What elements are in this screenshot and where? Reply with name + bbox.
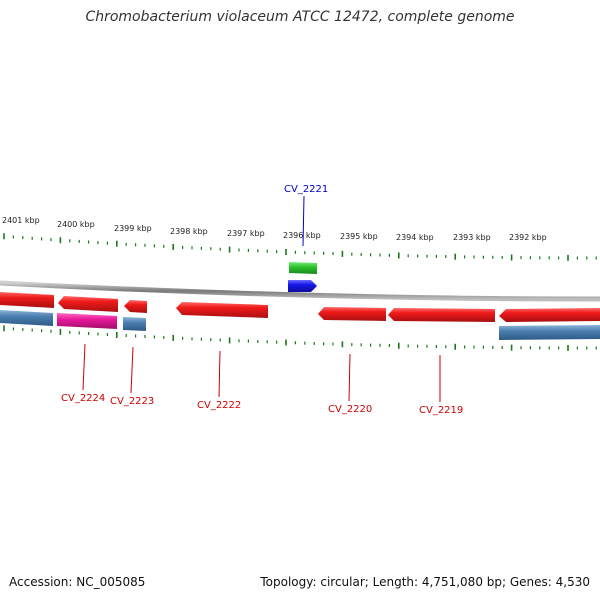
gene-cv2219[interactable] <box>388 308 495 322</box>
feature-right-steel[interactable] <box>499 325 600 340</box>
gene-label-cv2224[interactable]: CV_2224 <box>61 393 105 404</box>
kbp-label-2396: 2396 kbp <box>283 231 321 240</box>
kbp-labels: 2401 kbp 2400 kbp 2399 kbp 2398 kbp 2397… <box>2 216 547 242</box>
feature-cv2223-steel[interactable] <box>123 317 146 331</box>
kbp-label-2399: 2399 kbp <box>114 224 152 233</box>
kbp-label-2392: 2392 kbp <box>509 233 547 242</box>
gene-label-cv2219[interactable]: CV_2219 <box>419 405 463 416</box>
feature-left-steel[interactable] <box>0 310 53 326</box>
reverse-strand-genes <box>0 292 600 322</box>
accession-label: Accession: NC_005085 <box>9 575 146 589</box>
gene-cv2221-green[interactable] <box>289 262 317 274</box>
feature-cv2224-magenta[interactable] <box>57 313 117 329</box>
kbp-label-2400: 2400 kbp <box>57 220 95 229</box>
kbp-label-2401: 2401 kbp <box>2 216 40 225</box>
kbp-label-2397: 2397 kbp <box>227 229 265 238</box>
gene-cv2223-red[interactable] <box>124 300 147 313</box>
gene-left-edge[interactable] <box>0 292 54 308</box>
kbp-label-2393: 2393 kbp <box>453 233 491 242</box>
gene-cv2220[interactable] <box>318 307 386 321</box>
leader-cv2222 <box>218 350 221 398</box>
leader-cv2220 <box>348 353 351 402</box>
kbp-label-2394: 2394 kbp <box>396 233 434 242</box>
label-leaders <box>82 195 441 402</box>
genome-summary: Topology: circular; Length: 4,751,080 bp… <box>260 575 590 589</box>
gene-label-cv2221[interactable]: CV_2221 <box>284 184 328 195</box>
gene-labels: CV_2224 CV_2223 CV_2222 CV_2220 CV_2219 … <box>61 184 463 416</box>
gene-right-edge[interactable] <box>499 308 600 322</box>
kbp-label-2398: 2398 kbp <box>170 227 208 236</box>
gene-label-cv2220[interactable]: CV_2220 <box>328 404 372 415</box>
feature-strand <box>0 310 600 340</box>
outer-tick-ruler <box>3 233 597 261</box>
gene-label-cv2223[interactable]: CV_2223 <box>110 396 154 407</box>
forward-strand-genes <box>288 262 317 292</box>
genome-backbone <box>0 280 600 302</box>
inner-tick-ruler <box>3 325 597 351</box>
kbp-label-2395: 2395 kbp <box>340 232 378 241</box>
leader-cv2221 <box>302 195 305 247</box>
leader-cv2224 <box>82 343 86 391</box>
gene-label-cv2222[interactable]: CV_2222 <box>197 400 241 411</box>
leader-cv2223 <box>130 346 134 394</box>
genome-title: Chromobacterium violaceum ATCC 12472, co… <box>85 9 515 25</box>
gene-cv2222[interactable] <box>176 302 268 318</box>
gene-cv2221-arrow[interactable] <box>288 280 317 292</box>
gene-cv2224-red[interactable] <box>58 296 118 312</box>
